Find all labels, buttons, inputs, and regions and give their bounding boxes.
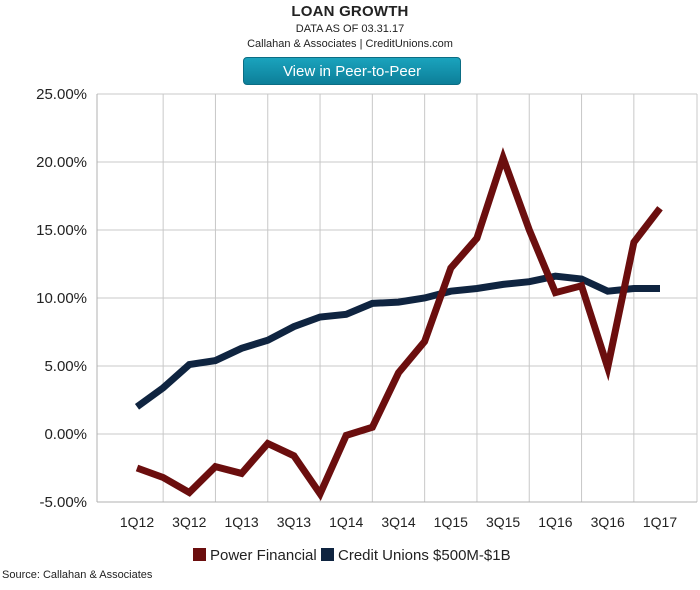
x-tick-label: 1Q12 bbox=[120, 514, 154, 530]
x-tick-label: 1Q15 bbox=[434, 514, 468, 530]
legend-swatch bbox=[321, 548, 334, 561]
y-tick-label: 20.00% bbox=[36, 154, 87, 171]
x-tick-label: 3Q15 bbox=[486, 514, 520, 530]
legend-swatch bbox=[193, 548, 206, 561]
legend-label: Credit Unions $500M-$1B bbox=[338, 547, 511, 564]
x-tick-label: 1Q14 bbox=[329, 514, 363, 530]
series-line-power-financial bbox=[135, 147, 663, 501]
y-tick-label: 15.00% bbox=[36, 222, 87, 239]
series-line-credit-unions bbox=[134, 272, 660, 410]
x-tick-label: 3Q13 bbox=[277, 514, 311, 530]
y-tick-label: 25.00% bbox=[36, 86, 87, 103]
x-tick-label: 1Q16 bbox=[538, 514, 572, 530]
x-tick-label: 3Q12 bbox=[172, 514, 206, 530]
y-tick-label: 0.00% bbox=[44, 426, 87, 443]
legend-label: Power Financial bbox=[210, 547, 317, 564]
source-note: Source: Callahan & Associates bbox=[2, 569, 153, 581]
view-peer-to-peer-button[interactable]: View in Peer-to-Peer bbox=[243, 57, 461, 85]
x-axis-labels: 1Q12 3Q12 1Q13 3Q13 1Q14 3Q14 1Q15 3Q15 1Q16 3Q16… bbox=[120, 514, 677, 530]
x-tick-label: 1Q13 bbox=[224, 514, 258, 530]
credit-line: Callahan & Associates | CreditUnions.com bbox=[247, 38, 453, 50]
legend: Power Financial Credit Unions $500M-$1B bbox=[193, 547, 511, 564]
chart-title: LOAN GROWTH bbox=[291, 3, 409, 20]
x-tick-label: 1Q17 bbox=[643, 514, 677, 530]
y-tick-label: -5.00% bbox=[39, 494, 87, 511]
grid-layer bbox=[96, 93, 698, 503]
series-layer bbox=[134, 147, 663, 501]
y-axis-labels: 25.00% 20.00% 15.00% 10.00% 5.00% 0.00% -5.00% bbox=[36, 86, 87, 511]
x-tick-label: 3Q16 bbox=[591, 514, 625, 530]
data-date: DATA AS OF 03.31.17 bbox=[295, 23, 405, 35]
x-tick-label: 3Q14 bbox=[381, 514, 415, 530]
y-tick-label: 5.00% bbox=[44, 358, 87, 375]
y-tick-label: 10.00% bbox=[36, 290, 87, 307]
